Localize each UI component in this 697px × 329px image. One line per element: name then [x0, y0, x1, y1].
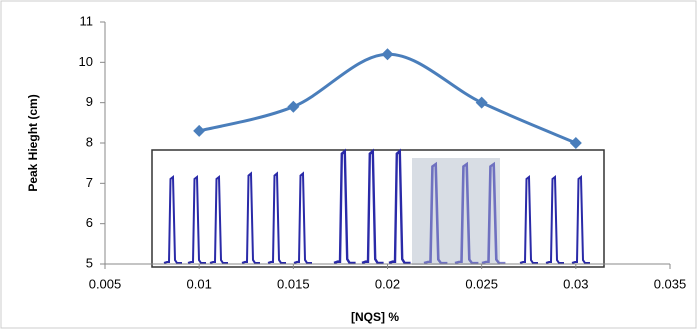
- y-tick-label: 11: [80, 13, 94, 28]
- y-tick-label: 8: [86, 134, 93, 149]
- y-tick-label: 5: [86, 255, 93, 270]
- y-tick-label: 6: [86, 215, 93, 230]
- marker: [287, 101, 299, 113]
- x-tick-label: 0.005: [89, 276, 122, 291]
- y-axis-title: Peak Hieght (cm): [26, 94, 40, 191]
- marker: [193, 125, 205, 137]
- x-tick-label: 0.025: [465, 276, 498, 291]
- x-tick-label: 0.035: [654, 276, 687, 291]
- x-tick-label: 0.01: [187, 276, 212, 291]
- x-axis-title: [NQS] %: [351, 310, 399, 324]
- y-tick-label: 10: [79, 54, 93, 69]
- line: [199, 54, 576, 143]
- chart: [NQS] % Peak Hieght (cm) 5 6 7 8 9 10 11 0.005 0…: [0, 0, 697, 329]
- y-tick-label: 9: [86, 94, 93, 109]
- marker: [570, 137, 582, 149]
- x-tick-label: 0.02: [375, 276, 400, 291]
- y-tick-label: 7: [86, 175, 93, 190]
- x-tick-label: 0.03: [563, 276, 588, 291]
- inset-image: [152, 150, 604, 267]
- marker: [382, 48, 394, 60]
- x-tick-label: 0.015: [277, 276, 310, 291]
- marker: [476, 97, 488, 109]
